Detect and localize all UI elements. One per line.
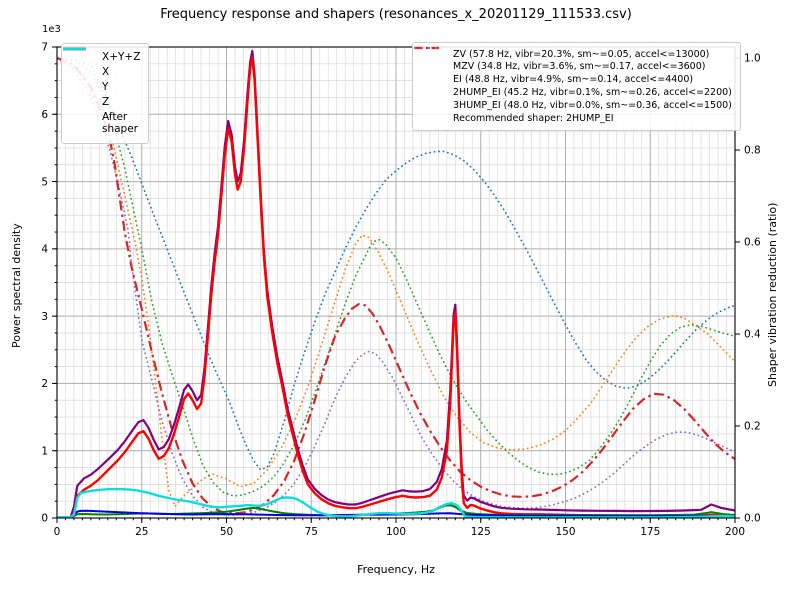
legend-label: 3HUMP_EI (48.0 Hz, vibr=0.0%, sm~=0.36, … [453, 100, 732, 112]
chart-title: Frequency response and shapers (resonanc… [160, 7, 632, 22]
legend-label: ZV (57.8 Hz, vibr=20.3%, sm~=0.05, accel… [453, 48, 710, 60]
svg-text:125: 125 [471, 526, 491, 538]
legend-label: MZV (34.8 Hz, vibr=3.6%, sm~=0.17, accel… [453, 61, 706, 73]
svg-text:0: 0 [54, 526, 61, 538]
legend-item: After shaper [63, 47, 140, 136]
axis-ticks [52, 46, 740, 523]
svg-text:200: 200 [725, 526, 745, 538]
legend-shapers: ZV (57.8 Hz, vibr=20.3%, sm~=0.05, accel… [412, 42, 741, 131]
series-lines [57, 49, 735, 518]
svg-text:0.4: 0.4 [744, 329, 761, 341]
series-hump2 [57, 56, 735, 515]
legend-item: 3HUMP_EI (48.0 Hz, vibr=0.0%, sm~=0.36, … [414, 47, 732, 112]
hump2-legend-sample [414, 46, 439, 50]
legend-label: After shaper [102, 110, 139, 136]
svg-text:100: 100 [386, 526, 406, 538]
legend-label: X+Y+Z [102, 50, 141, 63]
legend-item: ZV (57.8 Hz, vibr=20.3%, sm~=0.05, accel… [414, 47, 732, 60]
series-mzv [57, 57, 735, 508]
legend-series: X+Y+Z X Y Z After shaper [61, 43, 150, 144]
series-zv [57, 57, 735, 471]
legend-label: X [102, 65, 110, 78]
legend-label: Z [102, 95, 110, 108]
svg-text:0.6: 0.6 [744, 237, 761, 249]
y-axis-offset-label: 1e3 [42, 24, 61, 35]
none-legend-sample [413, 43, 440, 53]
legend-label: Recommended shaper: 2HUMP_EI [453, 112, 614, 124]
series-x [57, 55, 735, 518]
legend-label: 2HUMP_EI (45.2 Hz, vibr=0.1%, sm~=0.26, … [453, 87, 732, 99]
svg-text:0: 0 [41, 513, 48, 525]
legend-item: Recommended shaper: 2HUMP_EI [420, 113, 732, 124]
legend-item: Z [63, 48, 140, 109]
svg-text:1: 1 [41, 445, 48, 457]
svg-text:0.0: 0.0 [744, 513, 761, 525]
axis-tick-labels: 0 25 50 75 100 125 150 175 200 0 1 2 3 4 5 6 7 0.0 0.2 0.4 0… [41, 42, 761, 538]
svg-text:175: 175 [640, 526, 660, 538]
svg-text:4: 4 [41, 244, 48, 256]
series-sum [57, 49, 735, 518]
svg-text:5: 5 [41, 176, 48, 188]
x-axis-label: Frequency, Hz [357, 563, 435, 576]
svg-text:150: 150 [555, 526, 575, 538]
y-left-axis-label: Power spectral density [10, 223, 23, 348]
series-hump3 [57, 57, 735, 517]
svg-text:0.2: 0.2 [744, 421, 761, 433]
svg-text:1.0: 1.0 [744, 53, 761, 65]
after-legend-sample [63, 47, 86, 51]
svg-text:3: 3 [41, 311, 48, 323]
svg-text:0.8: 0.8 [744, 145, 761, 157]
series-ei [57, 57, 735, 497]
legend-label: Y [102, 80, 109, 93]
legend-item: MZV (34.8 Hz, vibr=3.6%, sm~=0.17, accel… [414, 47, 732, 73]
legend-item: X [63, 47, 140, 79]
svg-text:50: 50 [220, 526, 233, 538]
legend-item: Y [63, 48, 140, 94]
svg-text:7: 7 [41, 42, 48, 54]
legend-item: 2HUMP_EI (45.2 Hz, vibr=0.1%, sm~=0.26, … [414, 46, 732, 99]
svg-text:25: 25 [135, 526, 148, 538]
svg-text:6: 6 [41, 109, 48, 121]
series-after [57, 487, 735, 518]
y-right-axis-label: Shaper vibration reduction (ratio) [766, 202, 779, 387]
svg-text:75: 75 [305, 526, 318, 538]
svg-text:2: 2 [41, 378, 48, 390]
legend-item: EI (48.8 Hz, vibr=4.9%, sm~=0.14, accel<… [414, 47, 732, 86]
legend-label: EI (48.8 Hz, vibr=4.9%, sm~=0.14, accel<… [453, 74, 694, 86]
